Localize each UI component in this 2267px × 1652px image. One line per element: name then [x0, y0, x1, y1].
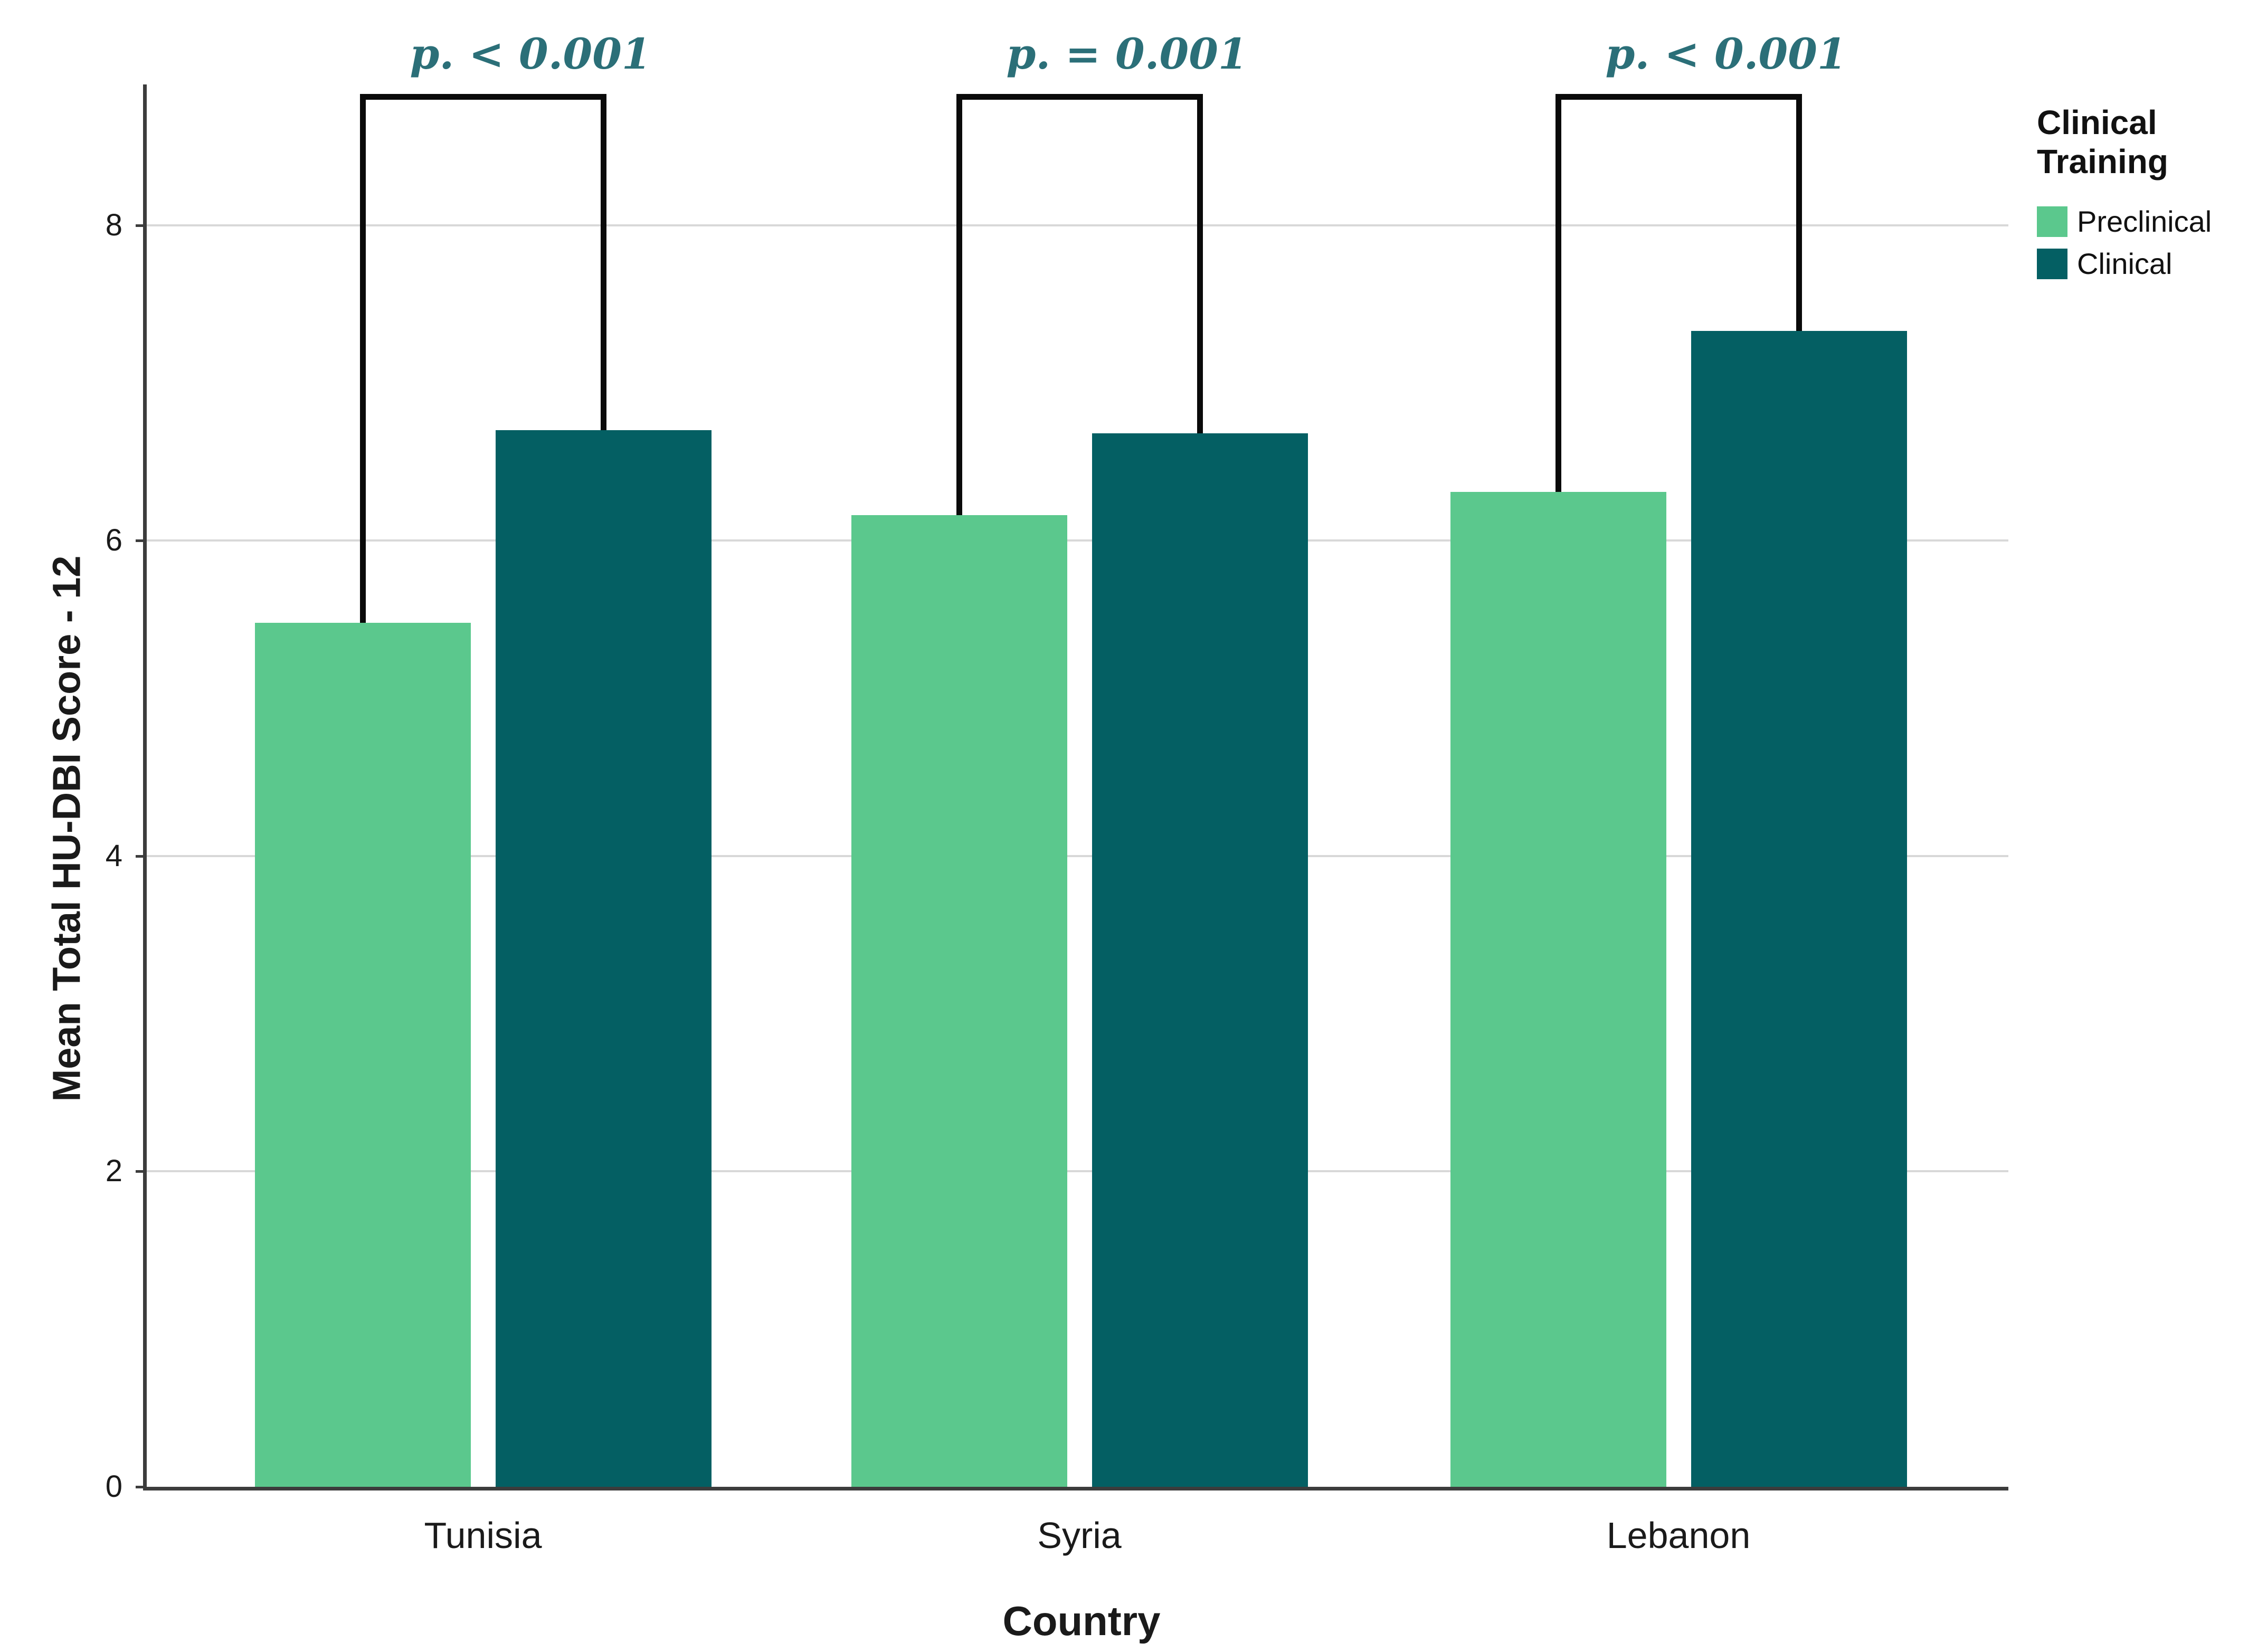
- bracket-right-lebanon: [1796, 94, 1802, 331]
- significance-label-tunisia: p. < 0.001: [410, 29, 651, 79]
- y-tick-label-0: 0: [105, 1469, 122, 1504]
- bar-lebanon-clinical: [1691, 330, 1907, 1487]
- y-tick-0: [136, 1486, 146, 1488]
- x-category-label-tunisia: Tunisia: [424, 1515, 542, 1556]
- bracket-horizontal-syria: [956, 94, 1202, 100]
- bracket-left-tunisia: [360, 94, 366, 623]
- bracket-right-tunisia: [601, 94, 606, 431]
- legend-title: Clinical Training: [2037, 103, 2168, 181]
- y-tick-6: [136, 539, 146, 543]
- bracket-left-syria: [956, 94, 962, 516]
- bracket-left-lebanon: [1555, 94, 1561, 492]
- legend-label-clinical: Clinical: [2077, 247, 2173, 280]
- bar-tunisia-preclinical: [254, 622, 471, 1487]
- gridline-6: [146, 539, 2008, 542]
- legend-swatch-clinical: [2037, 249, 2067, 279]
- y-tick-label-4: 4: [105, 838, 122, 873]
- bar-syria-preclinical: [851, 515, 1067, 1487]
- x-axis-title: Country: [1002, 1598, 1161, 1644]
- legend: Clinical Training Preclinical Clinical: [2037, 103, 2267, 291]
- x-category-label-lebanon: Lebanon: [1606, 1515, 1751, 1556]
- y-tick-label-6: 6: [105, 523, 122, 558]
- bar-syria-clinical: [1092, 433, 1308, 1487]
- y-tick-4: [136, 855, 146, 858]
- bracket-horizontal-lebanon: [1555, 94, 1801, 100]
- bracket-horizontal-tunisia: [360, 94, 606, 100]
- y-tick-label-8: 8: [105, 207, 122, 242]
- x-axis-line: [143, 1487, 2008, 1490]
- significance-label-syria: p. = 0.001: [1006, 29, 1248, 79]
- gridline-4: [146, 855, 2008, 857]
- y-axis-line: [143, 84, 147, 1490]
- x-category-label-syria: Syria: [1037, 1515, 1122, 1556]
- y-tick-2: [136, 1170, 146, 1173]
- legend-item-preclinical: Preclinical: [2037, 206, 2267, 237]
- legend-items: Preclinical Clinical: [2037, 206, 2267, 279]
- y-tick-8: [136, 224, 146, 227]
- bar-lebanon-preclinical: [1450, 491, 1666, 1487]
- legend-item-clinical: Clinical: [2037, 249, 2267, 279]
- legend-label-preclinical: Preclinical: [2077, 205, 2212, 238]
- gridline-2: [146, 1170, 2008, 1173]
- legend-swatch-preclinical: [2037, 206, 2067, 237]
- bracket-right-syria: [1197, 94, 1203, 434]
- significance-label-lebanon: p. < 0.001: [1605, 29, 1847, 79]
- bar-tunisia-clinical: [495, 430, 712, 1487]
- gridline-8: [146, 224, 2008, 226]
- y-tick-label-2: 2: [105, 1154, 122, 1189]
